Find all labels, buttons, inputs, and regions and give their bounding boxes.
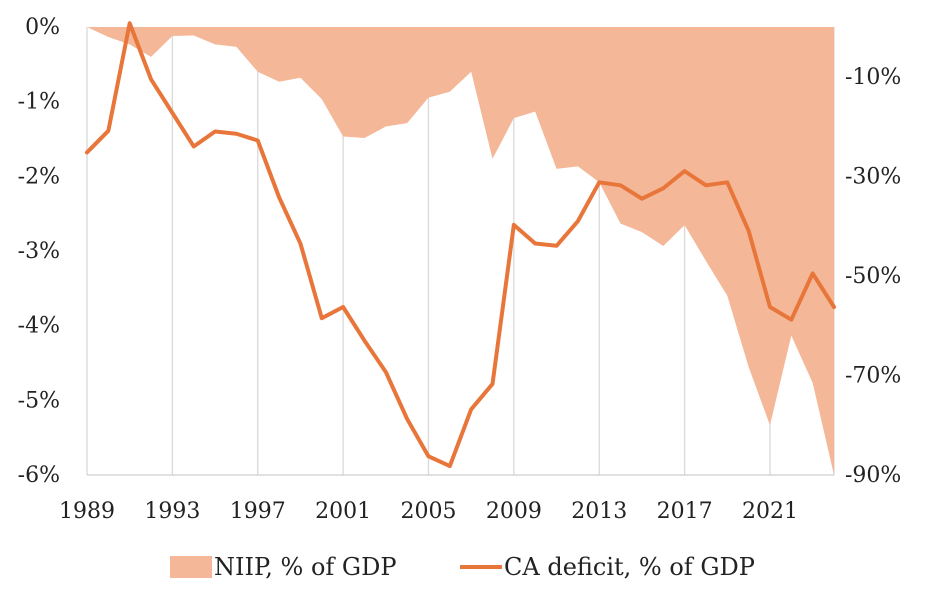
- x-tick-label-1997: 1997: [230, 499, 286, 524]
- ca-deficit-point-1992: [149, 77, 153, 81]
- ca-deficit-point-1991: [128, 21, 132, 25]
- y-left-tick-label: -1%: [18, 90, 60, 115]
- legend-label-ca-deficit: CA deficit, % of GDP: [504, 553, 755, 581]
- y-left-tick-label: -4%: [18, 314, 60, 339]
- ca-deficit-point-2022: [789, 318, 793, 322]
- y-right-tick-label: -50%: [845, 264, 901, 289]
- ca-deficit-point-2006: [448, 464, 452, 468]
- niip-area: [87, 27, 834, 475]
- x-axis: 1989 1993 1997 2001 2005 2009 2013 2017 2021: [59, 474, 834, 524]
- ca-deficit-point-2008: [491, 382, 495, 386]
- ca-deficit-point-2017: [683, 169, 687, 173]
- ca-deficit-point-2005: [426, 454, 430, 458]
- ca-deficit-point-2023: [811, 271, 815, 275]
- ca-deficit-point-2007: [469, 407, 473, 411]
- ca-deficit-point-2018: [704, 183, 708, 187]
- x-tick-label-2017: 2017: [657, 499, 713, 524]
- legend: NIIP, % of GDP CA deficit, % of GDP: [170, 553, 755, 581]
- ca-deficit-point-2015: [640, 197, 644, 201]
- x-tick-label-2013: 2013: [571, 499, 627, 524]
- ca-deficit-point-2019: [725, 180, 729, 184]
- ca-deficit-point-2021: [768, 305, 772, 309]
- x-tick-label-1989: 1989: [59, 499, 115, 524]
- ca-deficit-point-2004: [405, 417, 409, 421]
- ca-deficit-line-series: [85, 21, 836, 469]
- y-left-tick-label: -5%: [18, 388, 60, 413]
- x-tick-label-2001: 2001: [315, 499, 371, 524]
- y-left-tick-label: -6%: [18, 463, 60, 488]
- ca-deficit-point-2024: [832, 305, 836, 309]
- ca-deficit-point-2013: [597, 180, 601, 184]
- y-right-tick-label: -90%: [845, 463, 901, 488]
- ca-deficit-point-1989: [85, 150, 89, 154]
- ca-deficit-point-1995: [213, 130, 217, 134]
- niip-area-series: [87, 27, 834, 475]
- ca-deficit-point-1998: [277, 195, 281, 199]
- x-tick-label-2005: 2005: [400, 499, 456, 524]
- ca-deficit-point-2016: [661, 186, 665, 190]
- ca-deficit-point-2003: [384, 370, 388, 374]
- y-left-tick-label: 0%: [25, 15, 60, 40]
- x-tick-label-2009: 2009: [486, 499, 542, 524]
- x-tick-label-1993: 1993: [144, 499, 200, 524]
- y-axis-left: 0% -1% -2% -3% -4% -5% -6%: [18, 15, 60, 488]
- y-right-tick-label: -70%: [845, 363, 901, 388]
- ca-deficit-point-1994: [192, 144, 196, 148]
- ca-deficit-point-1999: [298, 242, 302, 246]
- legend-label-niip: NIIP, % of GDP: [214, 553, 396, 581]
- ca-deficit-point-2001: [341, 305, 345, 309]
- ca-deficit-point-1993: [170, 111, 174, 115]
- ca-deficit-point-1997: [256, 138, 260, 142]
- ca-deficit-point-1996: [234, 132, 238, 136]
- y-left-tick-label: -3%: [18, 239, 60, 264]
- ca-deficit-point-2011: [555, 244, 559, 248]
- y-right-tick-label: -10%: [845, 65, 901, 90]
- ca-deficit-point-2014: [619, 183, 623, 187]
- y-left-tick-label: -2%: [18, 164, 60, 189]
- ca-deficit-point-2000: [320, 316, 324, 320]
- plot-area: [85, 21, 836, 475]
- ca-deficit-point-2020: [747, 229, 751, 233]
- x-tick-label-2021: 2021: [742, 499, 798, 524]
- ca-deficit-point-2012: [576, 219, 580, 223]
- ca-deficit-line: [85, 21, 836, 469]
- legend-swatch-niip: [170, 556, 212, 578]
- ca-deficit-point-1990: [106, 129, 110, 133]
- y-right-tick-label: -30%: [845, 164, 901, 189]
- ca-deficit-point-2009: [512, 223, 516, 227]
- ca-deficit-point-2010: [533, 242, 537, 246]
- y-axis-right: -10% -30% -50% -70% -90%: [845, 65, 901, 488]
- ca-deficit-point-2002: [362, 339, 366, 343]
